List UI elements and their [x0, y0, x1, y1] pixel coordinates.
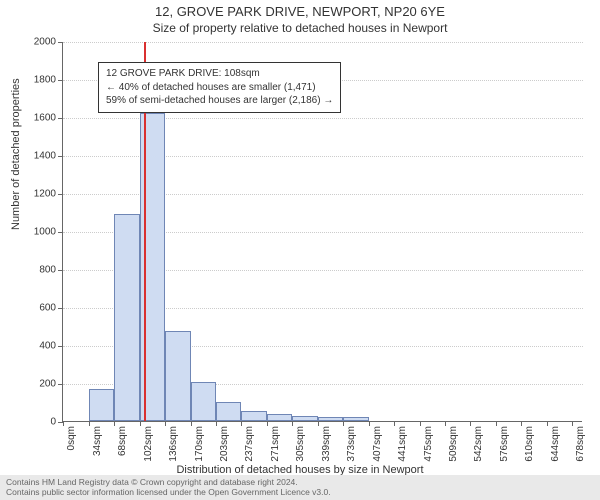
- x-tick-mark: [547, 421, 548, 426]
- y-tick-mark: [58, 42, 63, 43]
- page-title: 12, GROVE PARK DRIVE, NEWPORT, NP20 6YE: [0, 0, 600, 19]
- histogram-bar: [216, 402, 242, 421]
- annotation-box: 12 GROVE PARK DRIVE: 108sqm ← 40% of det…: [98, 62, 341, 113]
- x-tick-mark: [470, 421, 471, 426]
- footer-line-1: Contains HM Land Registry data © Crown c…: [6, 477, 594, 487]
- y-tick-label: 2000: [16, 37, 56, 48]
- y-tick-label: 1200: [16, 189, 56, 200]
- gridline: [63, 42, 583, 43]
- x-tick-mark: [292, 421, 293, 426]
- x-tick-mark: [63, 421, 64, 426]
- histogram-bar: [292, 416, 318, 421]
- footer-line-2: Contains public sector information licen…: [6, 487, 594, 497]
- x-tick-mark: [572, 421, 573, 426]
- x-tick-mark: [394, 421, 395, 426]
- x-tick-mark: [191, 421, 192, 426]
- histogram-bar: [191, 382, 216, 421]
- x-tick-mark: [241, 421, 242, 426]
- y-tick-label: 1800: [16, 75, 56, 86]
- y-tick-label: 200: [16, 379, 56, 390]
- y-tick-label: 0: [16, 417, 56, 428]
- annotation-line-1: 12 GROVE PARK DRIVE: 108sqm: [106, 67, 333, 81]
- y-tick-mark: [58, 118, 63, 119]
- y-tick-label: 400: [16, 341, 56, 352]
- x-tick-mark: [496, 421, 497, 426]
- y-tick-mark: [58, 384, 63, 385]
- y-tick-mark: [58, 346, 63, 347]
- histogram-bar: [165, 331, 191, 421]
- histogram-bar: [267, 414, 293, 421]
- x-tick-mark: [89, 421, 90, 426]
- annotation-line-2: ← 40% of detached houses are smaller (1,…: [106, 81, 333, 95]
- x-tick-mark: [140, 421, 141, 426]
- x-tick-mark: [216, 421, 217, 426]
- attribution-footer: Contains HM Land Registry data © Crown c…: [0, 475, 600, 500]
- histogram-bar: [318, 417, 344, 421]
- x-tick-mark: [420, 421, 421, 426]
- annotation-line-3: 59% of semi-detached houses are larger (…: [106, 94, 333, 108]
- y-tick-label: 1400: [16, 151, 56, 162]
- x-tick-mark: [165, 421, 166, 426]
- y-tick-mark: [58, 270, 63, 271]
- histogram-bar: [343, 417, 369, 421]
- y-tick-mark: [58, 80, 63, 81]
- histogram-bar: [114, 214, 140, 421]
- histogram-bar: [89, 389, 115, 421]
- y-tick-mark: [58, 156, 63, 157]
- y-tick-mark: [58, 232, 63, 233]
- y-tick-label: 1000: [16, 227, 56, 238]
- x-tick-mark: [369, 421, 370, 426]
- histogram-chart: 02004006008001000120014001600180020000sq…: [62, 42, 582, 422]
- y-tick-label: 800: [16, 265, 56, 276]
- y-tick-label: 600: [16, 303, 56, 314]
- y-tick-mark: [58, 308, 63, 309]
- x-tick-mark: [267, 421, 268, 426]
- page-subtitle: Size of property relative to detached ho…: [0, 19, 600, 35]
- y-tick-label: 1600: [16, 113, 56, 124]
- x-tick-mark: [343, 421, 344, 426]
- x-tick-mark: [521, 421, 522, 426]
- y-tick-mark: [58, 194, 63, 195]
- x-tick-mark: [445, 421, 446, 426]
- histogram-bar: [241, 411, 267, 421]
- x-tick-mark: [318, 421, 319, 426]
- x-tick-mark: [114, 421, 115, 426]
